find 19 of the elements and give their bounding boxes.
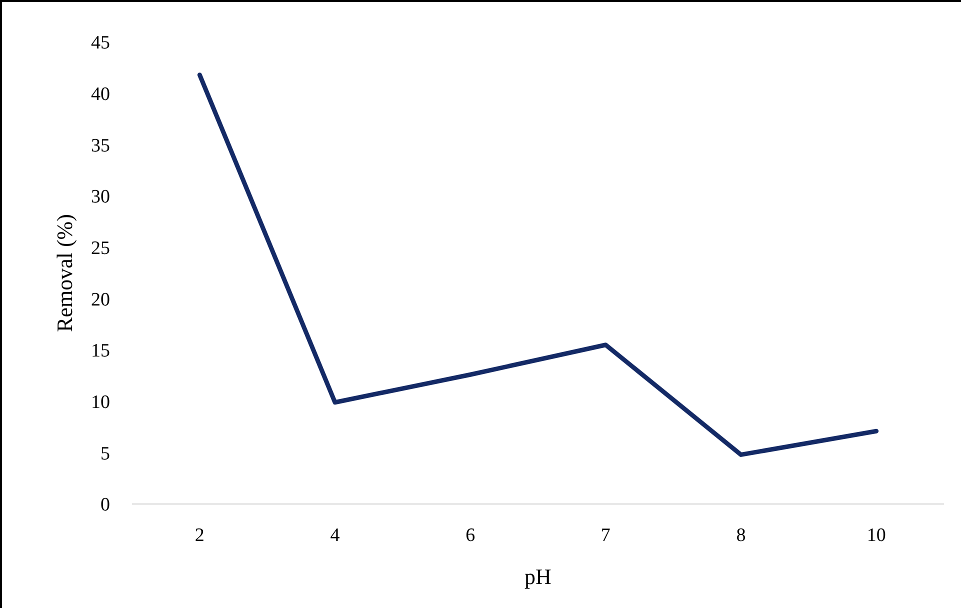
y-tick-label: 5 — [100, 443, 110, 464]
y-tick-label: 20 — [91, 289, 110, 310]
y-tick-label: 10 — [91, 392, 110, 413]
y-tick-label: 15 — [91, 340, 110, 362]
x-axis-title: pH — [524, 564, 552, 589]
line-series — [197, 72, 879, 457]
y-tick-label: 0 — [100, 494, 110, 516]
y-tick-label: 25 — [91, 238, 110, 259]
y-tick-label: 45 — [91, 32, 110, 54]
x-tick-label: 7 — [600, 525, 610, 546]
y-tick-label: 35 — [91, 135, 110, 156]
x-tick-label: 2 — [194, 525, 204, 546]
x-tick-label: 4 — [330, 525, 340, 546]
x-tick-label: 6 — [466, 525, 476, 546]
y-tick-label: 30 — [91, 186, 110, 208]
y-axis-title: Removal (%) — [52, 214, 77, 332]
y-tick-label: 40 — [91, 84, 110, 105]
x-tick-label: 8 — [736, 525, 746, 546]
x-tick-label: 10 — [866, 525, 886, 546]
